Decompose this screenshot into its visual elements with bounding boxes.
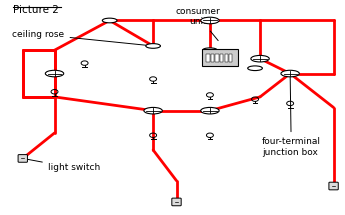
Bar [206,54,209,62]
Ellipse shape [45,70,64,77]
FancyBboxPatch shape [329,182,338,190]
Text: ceiling rose: ceiling rose [12,30,150,46]
FancyBboxPatch shape [202,49,238,66]
Bar [225,54,228,62]
Ellipse shape [203,48,217,52]
Ellipse shape [201,108,219,114]
Text: four-terminal
junction box: four-terminal junction box [262,76,321,157]
Bar [215,54,219,62]
Text: Picture 2: Picture 2 [13,5,59,15]
Ellipse shape [144,108,162,114]
FancyBboxPatch shape [172,198,181,206]
Text: consumer
unit: consumer unit [176,7,220,41]
Ellipse shape [251,55,269,62]
Bar [220,54,223,62]
Ellipse shape [102,18,117,23]
Text: light switch: light switch [26,159,100,172]
Bar [229,54,233,62]
Ellipse shape [281,70,299,77]
Ellipse shape [201,17,219,24]
Ellipse shape [248,66,263,71]
FancyBboxPatch shape [18,155,28,162]
Ellipse shape [146,44,160,48]
Bar [211,54,214,62]
